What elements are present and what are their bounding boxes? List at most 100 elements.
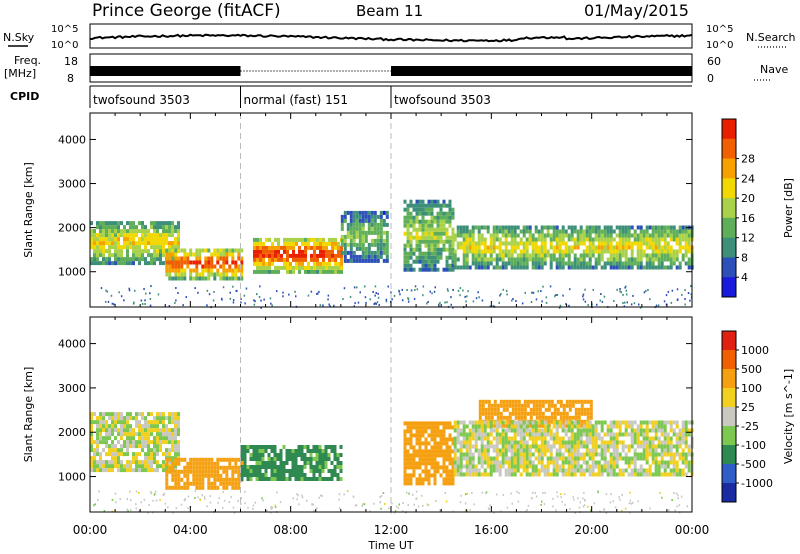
- data-cell: [489, 249, 493, 254]
- data-cell: [165, 457, 169, 462]
- data-cell: [549, 225, 553, 230]
- data-cell: [120, 221, 123, 226]
- data-cell: [451, 207, 455, 212]
- data-cell: [561, 253, 565, 258]
- data-cell: [418, 445, 422, 450]
- data-cell: [510, 420, 514, 425]
- data-cell: [507, 440, 511, 445]
- data-cell: [477, 460, 481, 465]
- data-cell: [462, 464, 466, 469]
- ground-speck: [560, 496, 562, 499]
- data-cell: [279, 473, 283, 477]
- data-cell: [150, 412, 153, 417]
- data-cell: [138, 440, 141, 445]
- data-cell: [528, 472, 532, 477]
- data-cell: [669, 229, 673, 234]
- data-cell: [624, 237, 628, 242]
- data-cell: [433, 219, 437, 224]
- data-cell: [424, 477, 428, 482]
- data-cell: [93, 245, 96, 250]
- data-cell: [123, 245, 126, 250]
- data-cell: [324, 453, 328, 457]
- ground-speck: [625, 289, 628, 292]
- data-cell: [168, 264, 172, 269]
- data-cell: [582, 460, 586, 465]
- data-cell: [636, 456, 640, 461]
- ground-speck: [222, 491, 224, 494]
- data-cell: [177, 448, 180, 453]
- data-cell: [550, 403, 554, 408]
- data-cell: [331, 241, 334, 246]
- data-cell: [171, 221, 174, 226]
- data-cell: [339, 453, 343, 457]
- data-cell: [669, 424, 673, 429]
- x-tick-label: 16:00: [474, 523, 509, 537]
- data-cell: [418, 203, 422, 208]
- data-cell: [430, 461, 434, 466]
- data-cell: [459, 420, 463, 425]
- ground-speck: [128, 289, 131, 292]
- data-cell: [255, 453, 259, 457]
- data-cell: [648, 233, 652, 238]
- data-cell: [433, 477, 437, 482]
- data-cell: [403, 421, 407, 426]
- data-cell: [586, 415, 590, 420]
- data-cell: [568, 415, 572, 420]
- data-cell: [522, 452, 526, 457]
- data-cell: [543, 432, 547, 437]
- data-cell: [540, 233, 544, 238]
- data-cell: [597, 257, 601, 262]
- data-cell: [105, 440, 108, 445]
- ground-speck: [276, 290, 278, 293]
- data-cell: [346, 258, 350, 263]
- data-cell: [96, 452, 99, 457]
- data-cell: [228, 465, 232, 470]
- data-cell: [594, 440, 598, 445]
- data-cell: [385, 210, 389, 215]
- ground-speck: [452, 306, 454, 309]
- data-cell: [144, 464, 147, 469]
- data-cell: [427, 449, 431, 454]
- data-cell: [123, 420, 126, 425]
- data-cell: [108, 428, 111, 433]
- data-cell: [573, 452, 577, 457]
- data-cell: [204, 260, 208, 265]
- data-cell: [570, 456, 574, 461]
- data-cell: [507, 448, 511, 453]
- data-cell: [609, 444, 613, 449]
- data-cell: [669, 456, 673, 461]
- data-cell: [552, 424, 556, 429]
- data-cell: [210, 264, 214, 269]
- data-cell: [562, 403, 566, 408]
- data-cell: [379, 254, 383, 259]
- data-cell: [418, 199, 422, 204]
- data-cell: [321, 469, 325, 473]
- data-cell: [283, 241, 286, 246]
- ground-speck: [387, 285, 389, 288]
- data-cell: [468, 448, 472, 453]
- data-cell: [684, 241, 688, 246]
- data-cell: [645, 432, 649, 437]
- ground-speck: [659, 491, 661, 494]
- data-cell: [642, 432, 646, 437]
- data-cell: [597, 237, 601, 242]
- ground-speck: [391, 502, 393, 505]
- data-cell: [403, 231, 407, 236]
- data-cell: [538, 411, 542, 416]
- data-cell: [144, 452, 147, 457]
- data-cell: [559, 403, 563, 408]
- data-cell: [367, 210, 371, 215]
- data-cell: [612, 245, 616, 250]
- data-cell: [270, 465, 274, 469]
- data-cell: [340, 218, 344, 223]
- data-cell: [636, 237, 640, 242]
- data-cell: [651, 233, 655, 238]
- data-cell: [424, 211, 428, 216]
- data-cell: [421, 453, 425, 458]
- data-cell: [406, 255, 410, 260]
- ground-speck: [532, 291, 535, 294]
- data-cell: [439, 203, 443, 208]
- data-cell: [621, 472, 625, 477]
- data-cell: [162, 221, 165, 226]
